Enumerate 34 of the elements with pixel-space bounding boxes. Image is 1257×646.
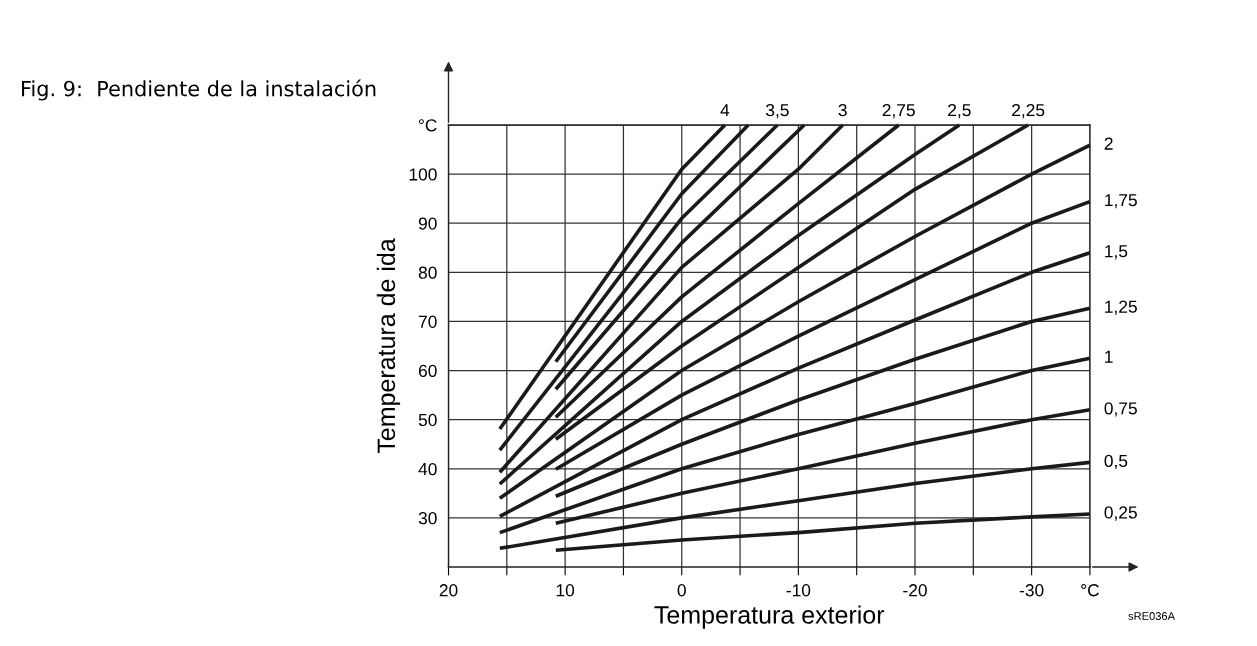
- y-tick-label: 90: [418, 217, 437, 230]
- y-tick-label: °C: [418, 119, 437, 132]
- series-label: 1,75: [1105, 194, 1137, 209]
- x-tick-label: -20: [903, 584, 927, 597]
- y-tick-label: 50: [418, 413, 437, 427]
- x-tick-label: -30: [1019, 584, 1044, 597]
- y-tick-label: 30: [418, 512, 437, 525]
- x-tick-label: 20: [439, 584, 458, 597]
- series-label: 0,5: [1104, 454, 1128, 470]
- series-label: 2,5: [948, 103, 971, 119]
- series-label: 2,75: [882, 103, 915, 119]
- x-tick-label: 10: [556, 584, 575, 597]
- x-tick-label: °C: [1081, 584, 1100, 597]
- x-tick-label: 0: [677, 584, 686, 597]
- y-tick-label: 40: [418, 462, 437, 476]
- series-label: 2: [1104, 137, 1113, 150]
- x-tick-label: -10: [786, 584, 811, 597]
- series-label: 1: [1105, 350, 1113, 363]
- y-tick-label: 70: [418, 315, 437, 328]
- y-tick-label: 100: [409, 168, 437, 181]
- text: Fig. 9: Pendiente de la instalación: [22, 79, 376, 101]
- y-tick-label: 60: [418, 364, 437, 378]
- y-tick-label: 80: [418, 266, 437, 279]
- series-label: 3,5: [765, 103, 789, 119]
- series-label: 1,5: [1105, 245, 1128, 260]
- y-axis-title: Temperatura de ida: [376, 238, 401, 454]
- series-label: 1,25: [1105, 300, 1137, 315]
- x-axis-title: Temperatura exterior: [654, 605, 885, 629]
- series-label: 0,25: [1104, 506, 1137, 521]
- series-label: 4: [720, 104, 730, 117]
- text: sRE036A: [1128, 612, 1175, 620]
- series-label: 3: [838, 103, 847, 117]
- series-label: 0,75: [1104, 402, 1137, 417]
- series-label: 2,25: [1012, 103, 1045, 119]
